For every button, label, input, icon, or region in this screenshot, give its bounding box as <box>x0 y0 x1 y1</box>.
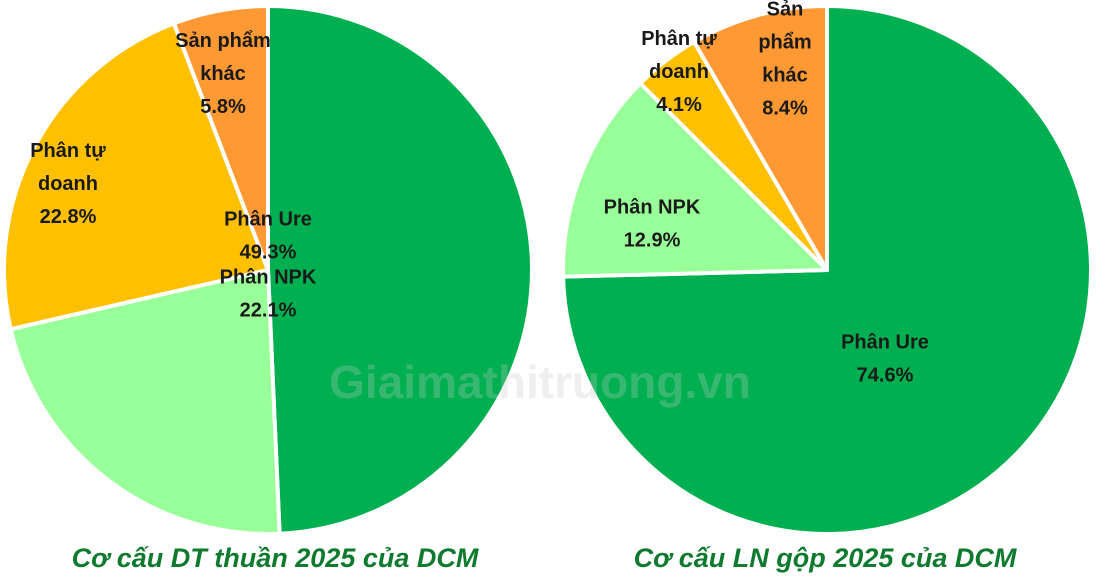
slice-label-0-3: Sản phẩm khác 5.8% <box>175 30 271 118</box>
slice-percent: 49.3% <box>240 242 297 264</box>
slice-label-0-2: Phân tự doanh 22.8% <box>30 140 106 228</box>
slice-category: Phân tự <box>30 140 106 162</box>
slice-category: Phân tự <box>641 28 717 50</box>
pie-slice-1-1 <box>561 81 829 279</box>
chart-title-revenue: Cơ cấu DT thuần 2025 của DCM <box>71 543 479 573</box>
slice-label-1-0: Phân Ure 74.6% <box>841 332 929 387</box>
slice-percent: 12.9% <box>624 230 681 252</box>
slice-category: khác <box>200 63 246 85</box>
slice-category: Phân Ure <box>224 209 312 231</box>
pie-chart-gross-profit: Phân Ure 74.6% Phân NPK 12.9% Phân tự doanh 4.… <box>561 0 1093 536</box>
slice-label-1-2: Phân tự doanh 4.1% <box>641 28 717 116</box>
slice-percent: 74.6% <box>857 365 914 387</box>
slice-category: phẩm <box>758 32 811 54</box>
pie-chart-revenue: Phân Ure 49.3% Phân NPK 22.1% Phân tự doanh 22… <box>2 4 535 536</box>
pie-slice-1-3 <box>692 4 829 272</box>
slice-category: Phân NPK <box>220 267 317 289</box>
chart-title-gross-profit: Cơ cấu LN gộp 2025 của DCM <box>633 543 1017 573</box>
pie-slice-0-0 <box>266 4 535 536</box>
slice-label-0-1: Phân NPK 22.1% <box>220 267 317 322</box>
pie-slice-0-3 <box>171 4 270 272</box>
watermark-text: Giaimathitruong.vn <box>329 356 751 408</box>
slice-percent: 8.4% <box>762 98 808 120</box>
slice-percent: 22.8% <box>40 206 97 228</box>
slice-percent: 5.8% <box>200 96 246 118</box>
slice-percent: 22.1% <box>240 300 297 322</box>
slice-category: doanh <box>38 173 98 195</box>
slice-label-1-3: Sản phẩm khác 8.4% <box>758 0 811 120</box>
slice-category: Phân Ure <box>841 332 929 354</box>
slice-category: Phân NPK <box>604 197 701 219</box>
slice-category: khác <box>762 65 808 87</box>
slice-label-1-1: Phân NPK 12.9% <box>604 197 701 252</box>
slice-category: Sản <box>767 0 804 21</box>
slice-label-0-0: Phân Ure 49.3% <box>224 209 312 264</box>
slice-category: Sản phẩm <box>175 30 271 52</box>
slice-percent: 4.1% <box>656 94 702 116</box>
pie-slice-0-1 <box>8 268 282 536</box>
slice-category: doanh <box>649 61 709 83</box>
